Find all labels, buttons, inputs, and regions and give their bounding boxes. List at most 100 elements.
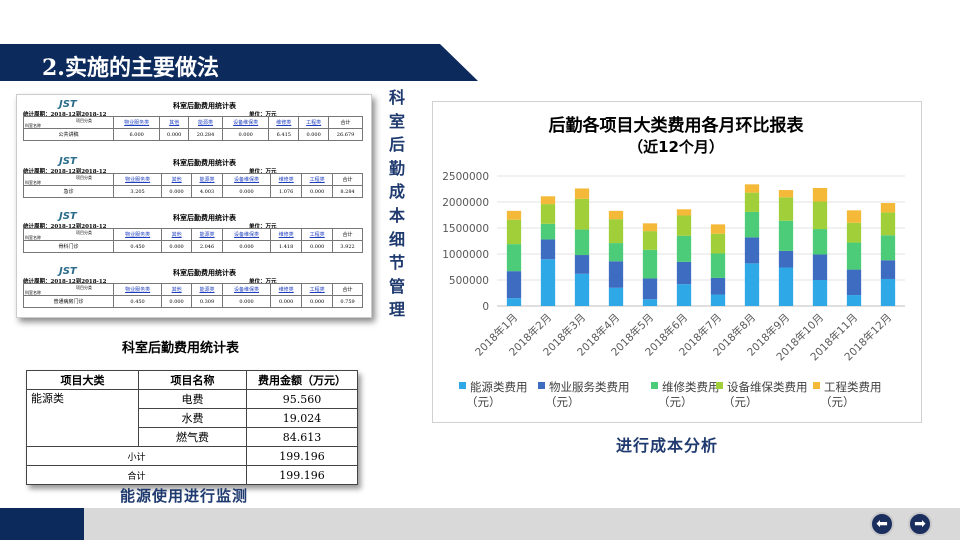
form-cell-value: 0.000 <box>221 185 272 198</box>
form-col-header: 物业服务类 <box>112 228 163 241</box>
bar-segment <box>744 237 760 264</box>
prev-slide-button[interactable]: ⬅ <box>870 512 894 536</box>
bar-segment <box>506 244 522 272</box>
y-tick-label: 2000000 <box>442 197 489 209</box>
chart-caption: 进行成本分析 <box>616 436 719 455</box>
bar-segment <box>812 229 828 255</box>
bar-segment <box>846 210 862 223</box>
form-cell-value: 0.000 <box>221 128 270 141</box>
vertical-title-char: 理 <box>388 300 405 320</box>
bar-segment <box>846 222 862 243</box>
bar-segment <box>642 223 658 232</box>
form-cell-value: 1.418 <box>270 240 303 253</box>
form-col-header: 物业服务类 <box>112 173 163 186</box>
energy-caption: 能源使用进行监测 <box>120 487 249 505</box>
bar-segment <box>778 190 794 198</box>
form-col-header: 设备维保类 <box>221 116 270 129</box>
form-cell-value: 0.450 <box>112 240 163 253</box>
legend-label-unit: （元） <box>820 395 855 409</box>
vertical-title-char: 本 <box>388 205 405 225</box>
bar-segment <box>506 271 522 299</box>
bar-segment <box>778 267 794 306</box>
bar-segment <box>608 219 624 244</box>
bar-segment <box>506 210 522 220</box>
bar-segment <box>540 196 556 205</box>
bar-segment <box>744 192 760 212</box>
bar-segment <box>506 298 522 306</box>
form-col-header: 工程类 <box>298 116 330 129</box>
bar-segment <box>642 278 658 300</box>
category-cell: 能源类 <box>26 389 139 447</box>
form-cell-value: 0.000 <box>221 295 272 308</box>
form-col-header: 维修类 <box>270 173 303 186</box>
vertical-title-char: 勤 <box>388 158 405 178</box>
vertical-title-char: 成 <box>388 182 405 202</box>
bar-segment <box>608 210 624 220</box>
legend-label-unit: （元） <box>723 395 758 409</box>
form-cell-value: 0.000 <box>159 128 190 141</box>
bar-segment <box>540 239 556 260</box>
title-banner <box>0 44 478 81</box>
legend-label-unit: （元） <box>466 395 501 409</box>
y-tick-label: 500000 <box>449 275 489 287</box>
form-cell-value: 1.076 <box>270 185 303 198</box>
bar-segment <box>608 243 624 262</box>
form-period: 统计周期：2018-12到2018-12 <box>23 169 107 175</box>
form-period: 统计周期：2018-12到2018-12 <box>23 279 107 285</box>
form-cell-value: 0.000 <box>298 128 330 141</box>
bar-segment <box>880 235 896 261</box>
item-name-gas: 燃气费 <box>138 427 247 447</box>
bar-segment <box>574 188 590 199</box>
form-cell-value: 4.003 <box>190 185 223 198</box>
vertical-title-char: 管 <box>388 276 405 296</box>
y-tick-label: 2500000 <box>442 171 489 183</box>
bar-segment <box>710 233 726 254</box>
form-cell-value: 0.000 <box>221 240 272 253</box>
item-amount-water: 19.024 <box>246 408 358 428</box>
bar-segment <box>880 260 896 279</box>
total-value: 199.196 <box>246 465 358 485</box>
next-slide-button[interactable]: ➡ <box>908 512 932 536</box>
form-col-header: 设备维保类 <box>221 173 272 186</box>
form-col-header: 能源类 <box>190 228 223 241</box>
col-header-item: 项目名称 <box>138 370 247 390</box>
form-unit: 单位：万元 <box>249 279 277 285</box>
stat-form: JST 科室后勤费用统计表 统计周期：2018-12到2018-12 单位：万元 项目分… <box>23 99 367 149</box>
form-cell-value: 0.000 <box>161 240 192 253</box>
form-title: 科室后勤费用统计表 <box>173 268 236 277</box>
bar-segment <box>574 198 590 230</box>
jst-logo: JST <box>59 266 77 277</box>
bar-segment <box>642 231 658 250</box>
legend-swatch <box>538 382 545 389</box>
form-cell-value: 0.000 <box>301 185 334 198</box>
bar-segment <box>574 273 590 306</box>
cost-chart-panel: 后勤各项目大类费用各月环比报表 （近12个月） 0 500000 1000000 1500… <box>432 101 922 423</box>
form-cell-value: 0.000 <box>301 240 334 253</box>
bar-segment <box>540 223 556 240</box>
legend-label-unit: （元） <box>658 395 693 409</box>
jst-logo: JST <box>59 156 77 167</box>
bar-segment <box>812 254 828 280</box>
form-period: 统计周期：2018-12到2018-12 <box>23 112 107 118</box>
form-col-header: 设备维保类 <box>221 228 272 241</box>
form-cell-value: 2.046 <box>190 240 223 253</box>
energy-cost-table: 项目大类 项目名称 费用金额（万元） 能源类 电费 95.560 水费 19.0… <box>26 370 358 485</box>
bar-segment <box>676 209 692 216</box>
form-col-header: 能源类 <box>188 116 223 129</box>
y-tick-label: 1000000 <box>442 249 489 261</box>
form-diag-header: 项目分类 科室名称 <box>23 173 114 186</box>
bar-segment <box>608 261 624 288</box>
form-row-name: 普通病房门诊 <box>23 295 114 308</box>
bar-segment <box>778 220 794 251</box>
form-diag-header: 项目分类 科室名称 <box>23 283 114 296</box>
bar-segment <box>744 211 760 238</box>
item-amount-electricity: 95.560 <box>246 389 358 409</box>
legend-label: 能源类费用 <box>470 380 528 394</box>
stat-form: JST 科室后勤费用统计表 统计周期：2018-12到2018-12 单位：万元 项目分… <box>23 211 367 261</box>
arrow-left-icon: ⬅ <box>876 516 888 532</box>
form-col-header: 合计 <box>328 116 363 129</box>
form-cell-value: 0.309 <box>190 295 223 308</box>
bar-segment <box>846 269 862 296</box>
form-row-name: 骨科门诊 <box>23 240 114 253</box>
bar-segment <box>506 219 522 245</box>
